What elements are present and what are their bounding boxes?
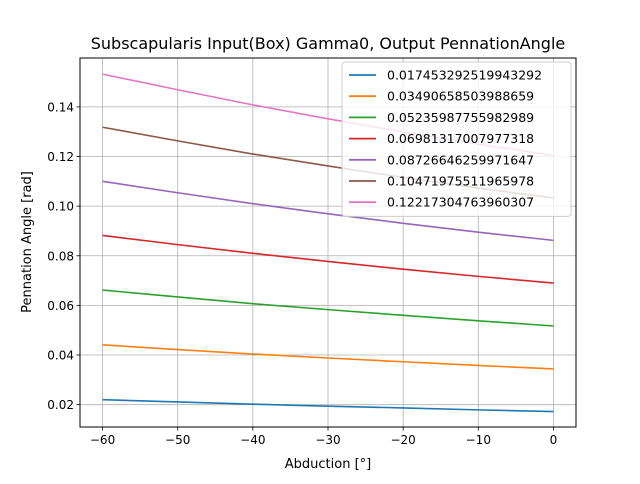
x-tick-label: −20 — [390, 433, 415, 447]
series-line-5 — [102, 180, 554, 242]
x-tick-label: −60 — [90, 433, 115, 447]
y-tick-label: 0.06 — [47, 299, 74, 313]
legend-entry-label: 0.08726646259971647 — [387, 152, 534, 167]
legend-entry-label: 0.05235987755982989 — [387, 110, 534, 125]
y-axis-ticks: 0.02 0.04 0.06 0.08 0.10 0.12 0.14 — [47, 100, 80, 412]
legend-entry-label: 0.12217304763960307 — [387, 195, 534, 210]
series-line-2 — [102, 344, 554, 370]
y-tick-label: 0.10 — [47, 200, 74, 214]
series-line-4 — [102, 234, 554, 284]
x-tick-label: −50 — [165, 433, 190, 447]
y-axis-label: Pennation Angle [rad] — [20, 171, 35, 313]
series-line-3 — [102, 289, 554, 327]
grid-lines — [80, 58, 576, 427]
legend: 0.017453292519943292 0.03490658503988659 0… — [341, 61, 572, 217]
legend-box — [341, 61, 572, 217]
series-line-1 — [102, 398, 554, 413]
legend-entry-label: 0.06981317007977318 — [387, 131, 534, 146]
x-tick-label: 0 — [550, 433, 558, 447]
y-tick-label: 0.12 — [47, 150, 74, 164]
x-tick-label: −40 — [240, 433, 265, 447]
chart-title: Subscapularis Input(Box) Gamma0, Output … — [91, 34, 566, 53]
x-axis-ticks: −60 −50 −40 −30 −20 −10 0 — [90, 427, 557, 447]
x-tick-label: −30 — [315, 433, 340, 447]
legend-entry-label: 0.10471975511965978 — [387, 174, 534, 189]
y-tick-label: 0.14 — [47, 100, 74, 114]
x-axis-label: Abduction [°] — [285, 457, 371, 472]
legend-entry-label: 0.017453292519943292 — [387, 68, 542, 83]
y-tick-label: 0.08 — [47, 249, 74, 263]
y-tick-label: 0.04 — [47, 349, 74, 363]
x-tick-label: −10 — [466, 433, 491, 447]
y-tick-label: 0.02 — [47, 398, 74, 412]
legend-entry-label: 0.03490658503988659 — [387, 89, 534, 104]
